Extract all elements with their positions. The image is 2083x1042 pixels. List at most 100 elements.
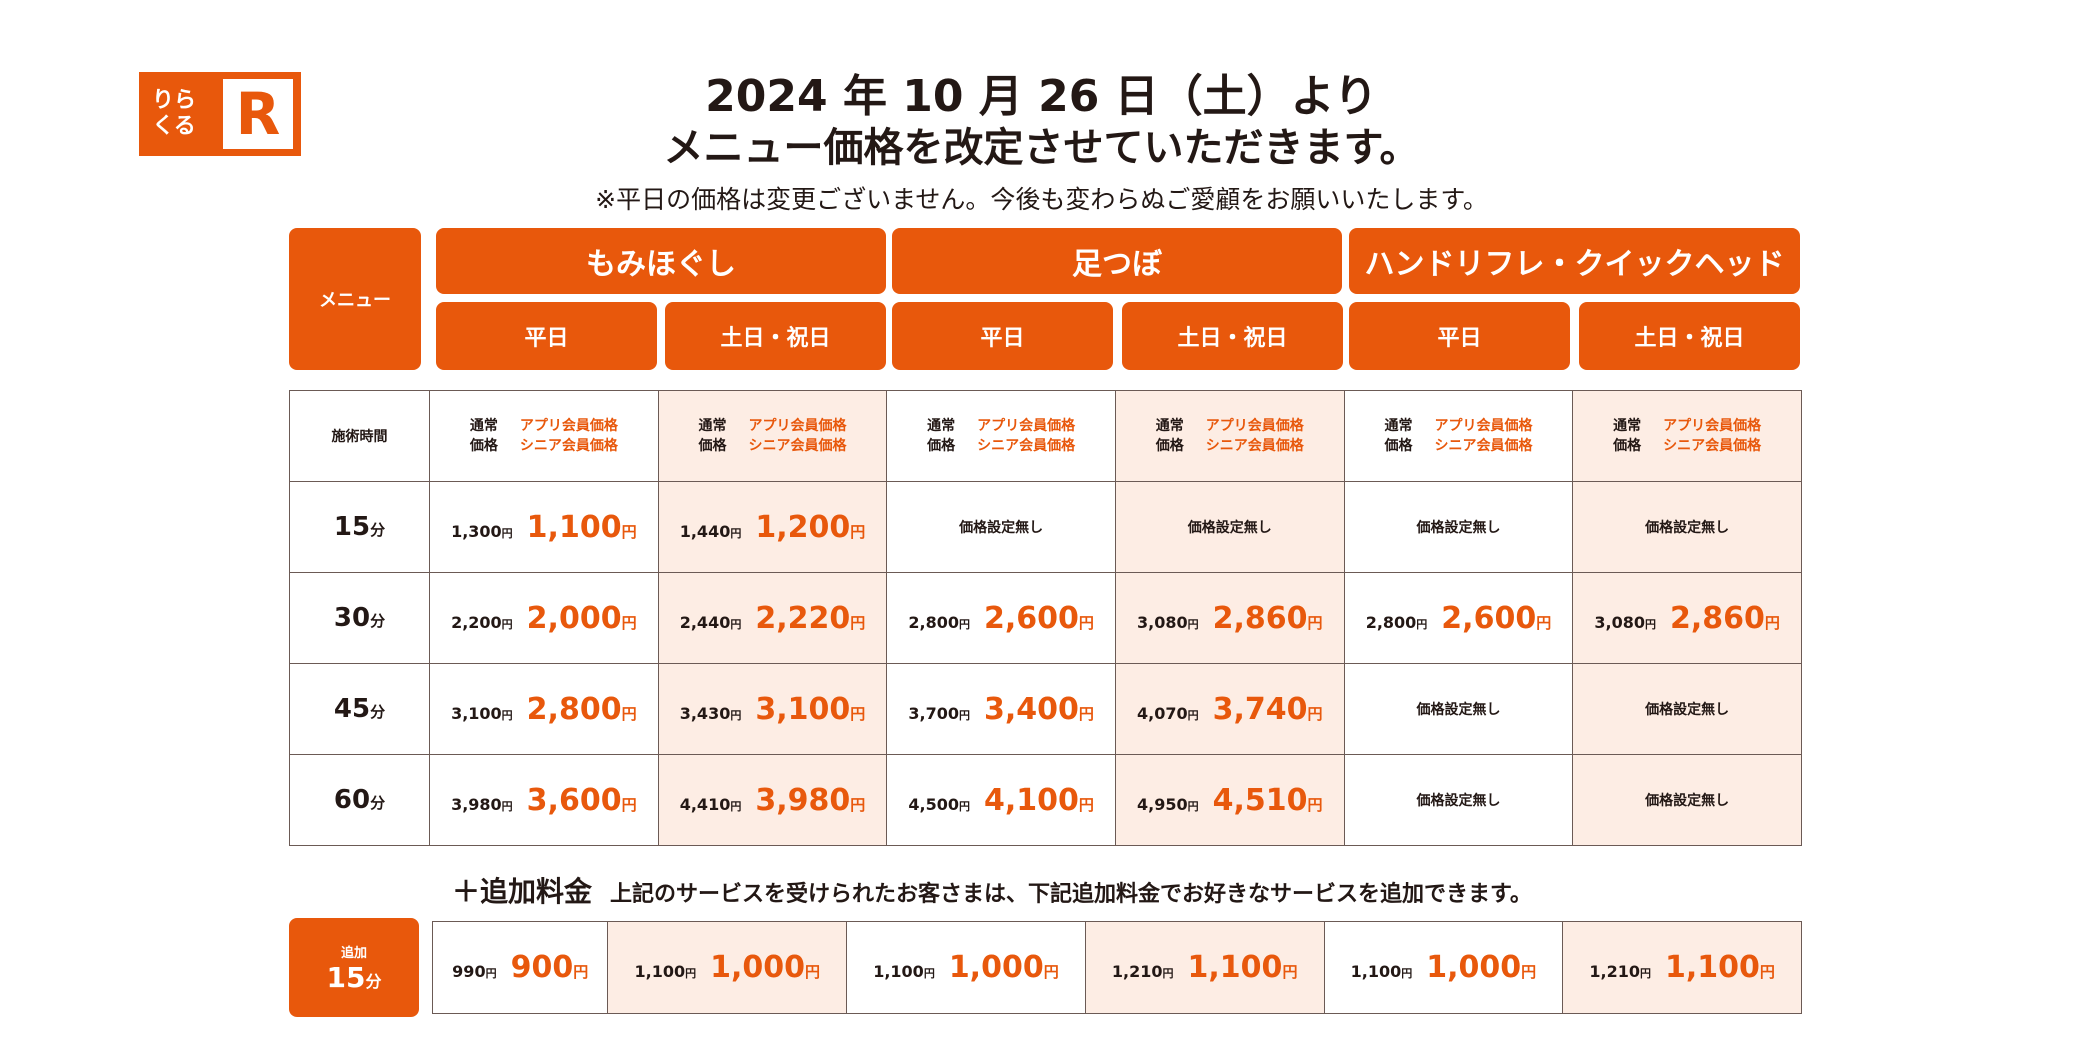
regular-price: 1,210円 [1589, 962, 1651, 981]
time-cell: 45分 [289, 663, 430, 755]
member-price: 2,220円 [755, 600, 866, 636]
regular-price: 4,070円 [1137, 703, 1199, 723]
category-hand-head: ハンドリフレ・クイックヘッド [1349, 228, 1800, 294]
member-price: 3,740円 [1212, 691, 1323, 727]
price-type-header: 通常 価格 アプリ会員価格 シニア会員価格 [657, 390, 888, 482]
addon-table: 990円 900円 1,100円 1,000円 1,100円 1,000円 1,210円 1,… [431, 921, 1802, 1014]
no-price: 価格設定無し [1645, 702, 1730, 718]
regular-price: 3,980円 [451, 794, 513, 814]
price-cell: 4,950円 4,510円 [1114, 754, 1345, 846]
day-type-header: 平日 [436, 302, 657, 370]
member-price: 1,100円 [1664, 950, 1775, 985]
regular-price: 1,210円 [1111, 962, 1174, 981]
member-price: 2,800円 [526, 691, 637, 727]
price-type-header: 通常 価格 アプリ会員価格 シニア会員価格 [1343, 390, 1574, 482]
no-price: 価格設定無し [1416, 520, 1501, 536]
price-cell: 1,300円 1,100円 [429, 481, 659, 573]
regular-price: 3,080円 [1137, 612, 1199, 632]
member-price: 2,600円 [1441, 600, 1552, 636]
regular-price: 1,100円 [1350, 962, 1413, 981]
price-cell: 4,070円 3,740円 [1114, 663, 1345, 755]
regular-price: 4,500円 [908, 794, 970, 814]
price-cell: 2,440円 2,220円 [657, 572, 888, 664]
time-cell: 30分 [289, 572, 430, 664]
price-cell: 価格設定無し [1572, 754, 1802, 846]
price-type-header: 通常 価格 アプリ会員価格 シニア会員価格 [1114, 390, 1345, 482]
member-price: 2,860円 [1669, 600, 1780, 636]
addon-heading: ＋追加料金 上記のサービスを受けられたお客さまは、下記追加料金でお好きなサービス… [452, 870, 1532, 910]
regular-price: 2,200円 [451, 612, 513, 632]
price-cell: 3,430円 3,100円 [657, 663, 888, 755]
addon-row: 990円 900円 1,100円 1,000円 1,100円 1,000円 1,210円 1,… [431, 921, 1802, 1014]
addon-price-cell: 1,210円 1,100円 [1084, 921, 1325, 1014]
member-price: 1,000円 [1426, 950, 1537, 985]
page-subtitle: メニュー価格を改定させていただきます。 [663, 125, 1420, 171]
price-cell: 3,080円 2,860円 [1114, 572, 1345, 664]
category-ashitsubo: 足つぼ [892, 228, 1342, 294]
price-type-header: 通常 価格 アプリ会員価格 シニア会員価格 [886, 390, 1116, 482]
price-cell: 価格設定無し [886, 481, 1116, 573]
regular-price: 990円 [452, 962, 497, 981]
price-cell: 価格設定無し [1343, 754, 1574, 846]
regular-price: 1,100円 [634, 962, 697, 981]
addon-title: ＋追加料金 [452, 875, 593, 908]
no-price: 価格設定無し [1187, 520, 1272, 536]
regular-price: 3,100円 [451, 703, 513, 723]
member-price: 1,000円 [948, 950, 1059, 985]
regular-price: 1,440円 [679, 521, 742, 541]
time-header: 施術時間 [289, 390, 430, 482]
price-cell: 4,500円 4,100円 [886, 754, 1116, 846]
regular-price: 4,950円 [1137, 794, 1199, 814]
category-momihogushi: もみほぐし [436, 228, 886, 294]
member-price: 3,600円 [526, 782, 637, 818]
regular-price: 4,410円 [679, 794, 742, 814]
regular-price: 2,800円 [908, 612, 970, 632]
regular-price: 3,080円 [1594, 612, 1656, 632]
table-row: 45分 3,100円 2,800円 3,430円 3,100円 3,700円 3,400円 4… [289, 663, 1802, 755]
member-price: 3,980円 [755, 782, 866, 818]
page-title: 2024 年 10 月 26 日（土）より [705, 71, 1378, 122]
member-price: 2,000円 [526, 600, 637, 636]
regular-price: 3,700円 [908, 703, 970, 723]
price-cell: 2,200円 2,000円 [429, 572, 659, 664]
table-header-row: 施術時間 通常 価格 アプリ会員価格 シニア会員価格 通常 価格 アプリ会員価格 シニア会員価格… [289, 390, 1802, 482]
member-price: 900円 [510, 950, 589, 985]
no-price: 価格設定無し [1645, 793, 1730, 809]
day-type-header: 平日 [1349, 302, 1570, 370]
price-cell: 価格設定無し [1343, 481, 1574, 573]
price-type-header: 通常 価格 アプリ会員価格 シニア会員価格 [429, 390, 659, 482]
regular-price: 3,430円 [679, 703, 742, 723]
no-price: 価格設定無し [1416, 702, 1501, 718]
day-type-header: 土日・祝日 [1122, 302, 1343, 370]
price-type-header: 通常 価格 アプリ会員価格 シニア会員価格 [1572, 390, 1802, 482]
price-cell: 価格設定無し [1572, 663, 1802, 755]
price-cell: 3,700円 3,400円 [886, 663, 1116, 755]
addon-price-cell: 990円 900円 [431, 921, 609, 1014]
time-cell: 15分 [289, 481, 430, 573]
addon-description: 上記のサービスを受けられたお客さまは、下記追加料金でお好きなサービスを追加できま… [610, 882, 1532, 907]
regular-price: 1,300円 [451, 521, 513, 541]
day-type-header: 土日・祝日 [665, 302, 886, 370]
logo-r-mark: R [223, 79, 293, 149]
member-price: 3,100円 [755, 691, 866, 727]
price-cell: 3,980円 3,600円 [429, 754, 659, 846]
member-price: 1,000円 [710, 950, 821, 985]
table-row: 15分 1,300円 1,100円 1,440円 1,200円 価格設定無し 価格設定無し 価… [289, 481, 1802, 573]
price-table: 施術時間 通常 価格 アプリ会員価格 シニア会員価格 通常 価格 アプリ会員価格 シニア会員価格… [289, 390, 1802, 846]
price-cell: 価格設定無し [1114, 481, 1345, 573]
addon-price-cell: 1,100円 1,000円 [607, 921, 848, 1014]
price-cell: 価格設定無し [1572, 481, 1802, 573]
member-price: 4,510円 [1212, 782, 1323, 818]
time-cell: 60分 [289, 754, 430, 846]
day-type-header: 平日 [892, 302, 1113, 370]
price-cell: 3,080円 2,860円 [1572, 572, 1802, 664]
table-row: 30分 2,200円 2,000円 2,440円 2,220円 2,800円 2,600円 3… [289, 572, 1802, 664]
price-cell: 2,800円 2,600円 [886, 572, 1116, 664]
regular-price: 1,100円 [873, 962, 935, 981]
member-price: 2,860円 [1212, 600, 1323, 636]
addon-label: 追加 15分 [289, 918, 419, 1017]
price-cell: 4,410円 3,980円 [657, 754, 888, 846]
day-type-header: 土日・祝日 [1579, 302, 1800, 370]
addon-price-cell: 1,100円 1,000円 [846, 921, 1086, 1014]
menu-label: メニュー [289, 228, 421, 370]
